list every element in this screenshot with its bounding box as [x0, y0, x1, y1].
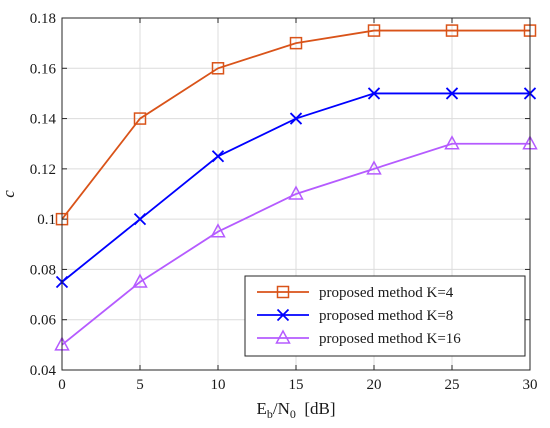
legend: proposed method K=4 proposed method K=8 pr… — [244, 275, 526, 357]
legend-label: proposed method K=4 — [319, 285, 454, 301]
x-tick-label: 25 — [445, 377, 460, 393]
series-marker — [133, 213, 147, 226]
legend-item: proposed method K=16 — [257, 329, 461, 347]
series-marker — [210, 223, 226, 238]
series-marker — [275, 329, 291, 344]
series-marker — [367, 87, 381, 100]
y-tick-label: 0.08 — [30, 262, 56, 278]
y-tick-label: 0.16 — [30, 61, 57, 77]
x-axis-title: Eb/N0 [dB] — [256, 399, 335, 421]
x-tick-label: 0 — [58, 377, 66, 393]
x-axis-title-sub-0: 0 — [290, 407, 296, 421]
x-axis-title-sub-b: b — [267, 407, 273, 421]
x-tick-label: 15 — [289, 377, 304, 393]
x-tick-label: 5 — [136, 377, 144, 393]
series-group — [54, 135, 538, 351]
legend-label: proposed method K=8 — [319, 308, 453, 324]
series-marker — [133, 112, 147, 125]
series-marker — [367, 24, 381, 37]
legend-box — [244, 275, 526, 357]
series-marker — [366, 160, 382, 175]
y-tick-label: 0.12 — [30, 162, 56, 178]
legend-item: proposed method K=4 — [257, 285, 454, 301]
x-tick-label: 10 — [211, 377, 226, 393]
series-line — [61, 29, 530, 220]
series-marker — [288, 185, 304, 200]
x-axis-title-sep: /N — [273, 399, 290, 418]
series-line — [61, 142, 530, 346]
y-tick-label: 0.1 — [37, 212, 56, 228]
legend-item: proposed method K=8 — [257, 308, 453, 324]
series-marker — [444, 135, 460, 150]
y-axis-title: c — [0, 190, 18, 198]
series-group — [55, 24, 537, 226]
x-axis-title-base: E — [256, 399, 266, 418]
y-tick-label: 0.18 — [30, 11, 56, 27]
series-marker — [276, 308, 290, 322]
series-marker — [276, 285, 290, 299]
series-marker — [289, 36, 303, 50]
ticks: 0 5 10 15 20 25 30 0.04 0.06 0.08 0.1 0.12 0.14 0.16 0… — [30, 11, 538, 393]
y-tick-label: 0.06 — [30, 313, 57, 329]
series-marker — [445, 24, 459, 37]
series-marker — [289, 112, 303, 125]
y-tick-label: 0.04 — [30, 363, 57, 379]
x-tick-label: 30 — [523, 377, 538, 393]
series-marker — [211, 62, 225, 75]
legend-label: proposed method K=16 — [319, 331, 461, 347]
series-marker — [132, 273, 148, 288]
y-tick-label: 0.14 — [30, 112, 57, 128]
x-tick-label: 20 — [367, 377, 382, 393]
series-marker — [211, 150, 225, 163]
x-axis-title-unit: [dB] — [296, 399, 336, 418]
series-marker — [445, 87, 459, 100]
